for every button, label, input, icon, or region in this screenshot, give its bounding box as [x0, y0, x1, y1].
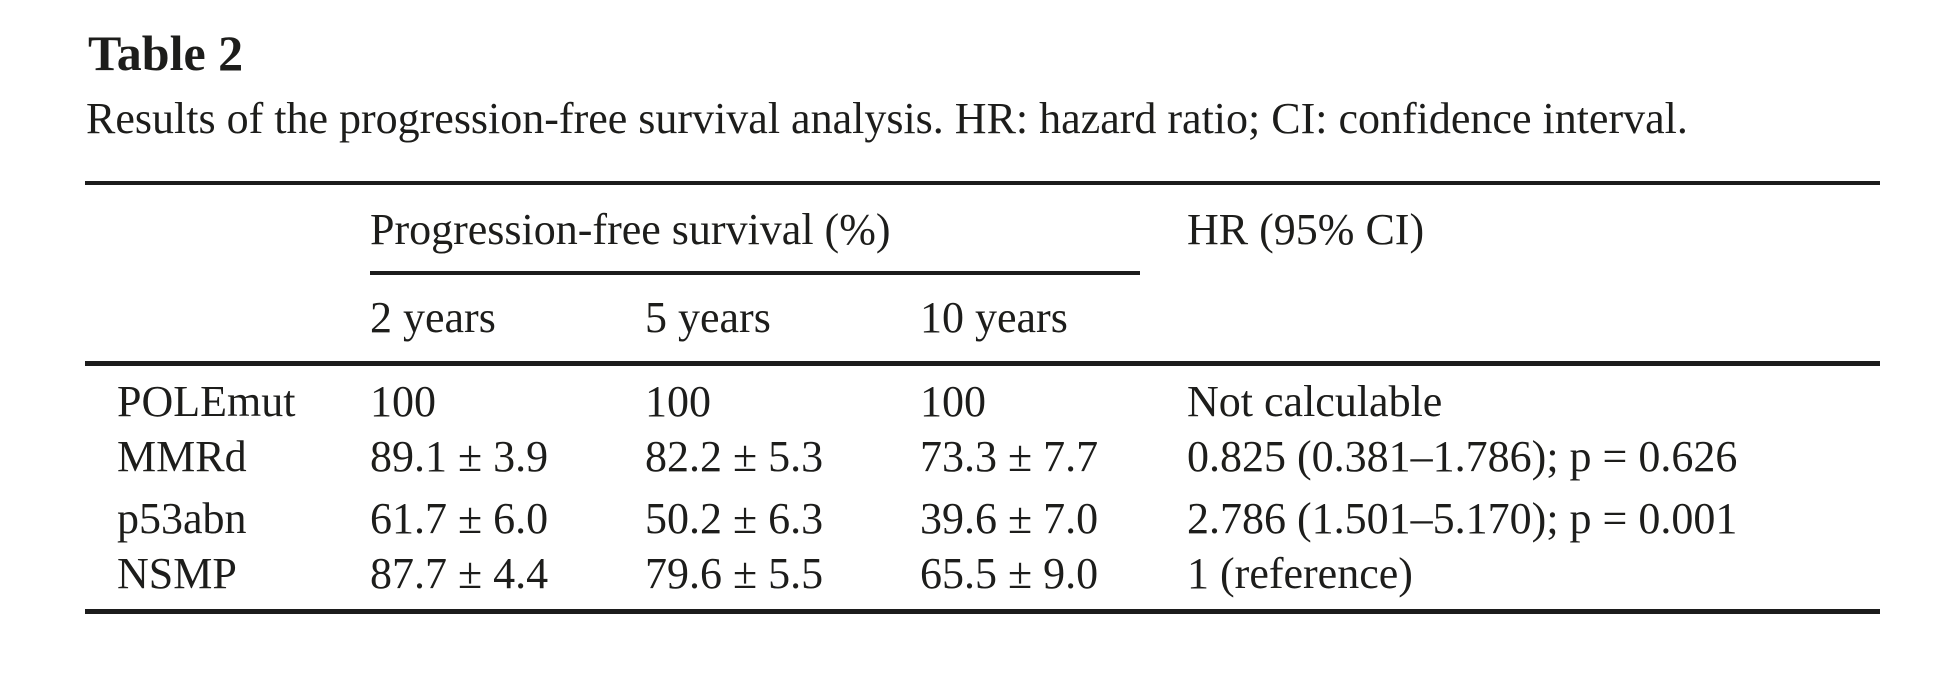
cell-5y: 50.2 ± 6.3	[645, 493, 824, 543]
cell-2y: 100	[370, 376, 436, 426]
cell-5y: 79.6 ± 5.5	[645, 548, 824, 598]
cell-hr: 2.786 (1.501–5.170); p = 0.001	[1187, 493, 1738, 543]
table-caption: Results of the progression-free survival…	[86, 94, 1688, 143]
group-header-pfs: Progression-free survival (%)	[370, 183, 1187, 275]
table-row-mmrd: MMRd 89.1 ± 3.9 82.2 ± 5.3 73.3 ± 7.7 0.…	[85, 426, 1880, 488]
column-header-spacer	[1187, 275, 1881, 366]
column-header-hr: HR (95% CI)	[1187, 204, 1425, 254]
cell-5y: 82.2 ± 5.3	[645, 431, 824, 481]
row-label: MMRd	[117, 431, 247, 481]
cell-2y: 89.1 ± 3.9	[370, 431, 549, 481]
results-table: Progression-free survival (%) HR (95% CI…	[85, 181, 1881, 615]
table-row-nsmp: NSMP 87.7 ± 4.4 79.6 ± 5.5 65.5 ± 9.0 1 …	[85, 548, 1880, 612]
column-header-2-years: 2 years	[370, 275, 645, 366]
cell-hr: 0.825 (0.381–1.786); p = 0.626	[1187, 431, 1738, 481]
table-title: Table 2	[88, 25, 244, 81]
cell-10y: 65.5 ± 9.0	[920, 548, 1099, 598]
sub-header-row: 2 years 5 years 10 years	[85, 275, 1881, 366]
table-row-p53abn: p53abn 61.7 ± 6.0 50.2 ± 6.3 39.6 ± 7.0 …	[85, 488, 1880, 550]
cell-5y: 100	[645, 376, 711, 426]
cell-2y: 61.7 ± 6.0	[370, 493, 549, 543]
column-header-10-years: 10 years	[920, 275, 1188, 366]
row-label: p53abn	[117, 493, 247, 543]
cell-hr: 1 (reference)	[1187, 548, 1413, 598]
row-label: NSMP	[117, 548, 237, 598]
corner-cell	[85, 183, 370, 275]
cell-10y: 39.6 ± 7.0	[920, 493, 1099, 543]
row-label: POLEmut	[117, 376, 296, 426]
group-header-pfs-label: Progression-free survival (%)	[370, 204, 891, 254]
cell-hr: Not calculable	[1187, 376, 1443, 426]
corner-cell	[85, 275, 370, 366]
group-header-row: Progression-free survival (%) HR (95% CI…	[85, 183, 1880, 275]
cell-10y: 73.3 ± 7.7	[920, 431, 1099, 481]
column-header-5-years: 5 years	[645, 275, 920, 366]
cell-2y: 87.7 ± 4.4	[370, 548, 549, 598]
cell-10y: 100	[920, 376, 986, 426]
table-row-polemut: POLEmut 100 100 100 Not calculable	[85, 363, 1880, 426]
